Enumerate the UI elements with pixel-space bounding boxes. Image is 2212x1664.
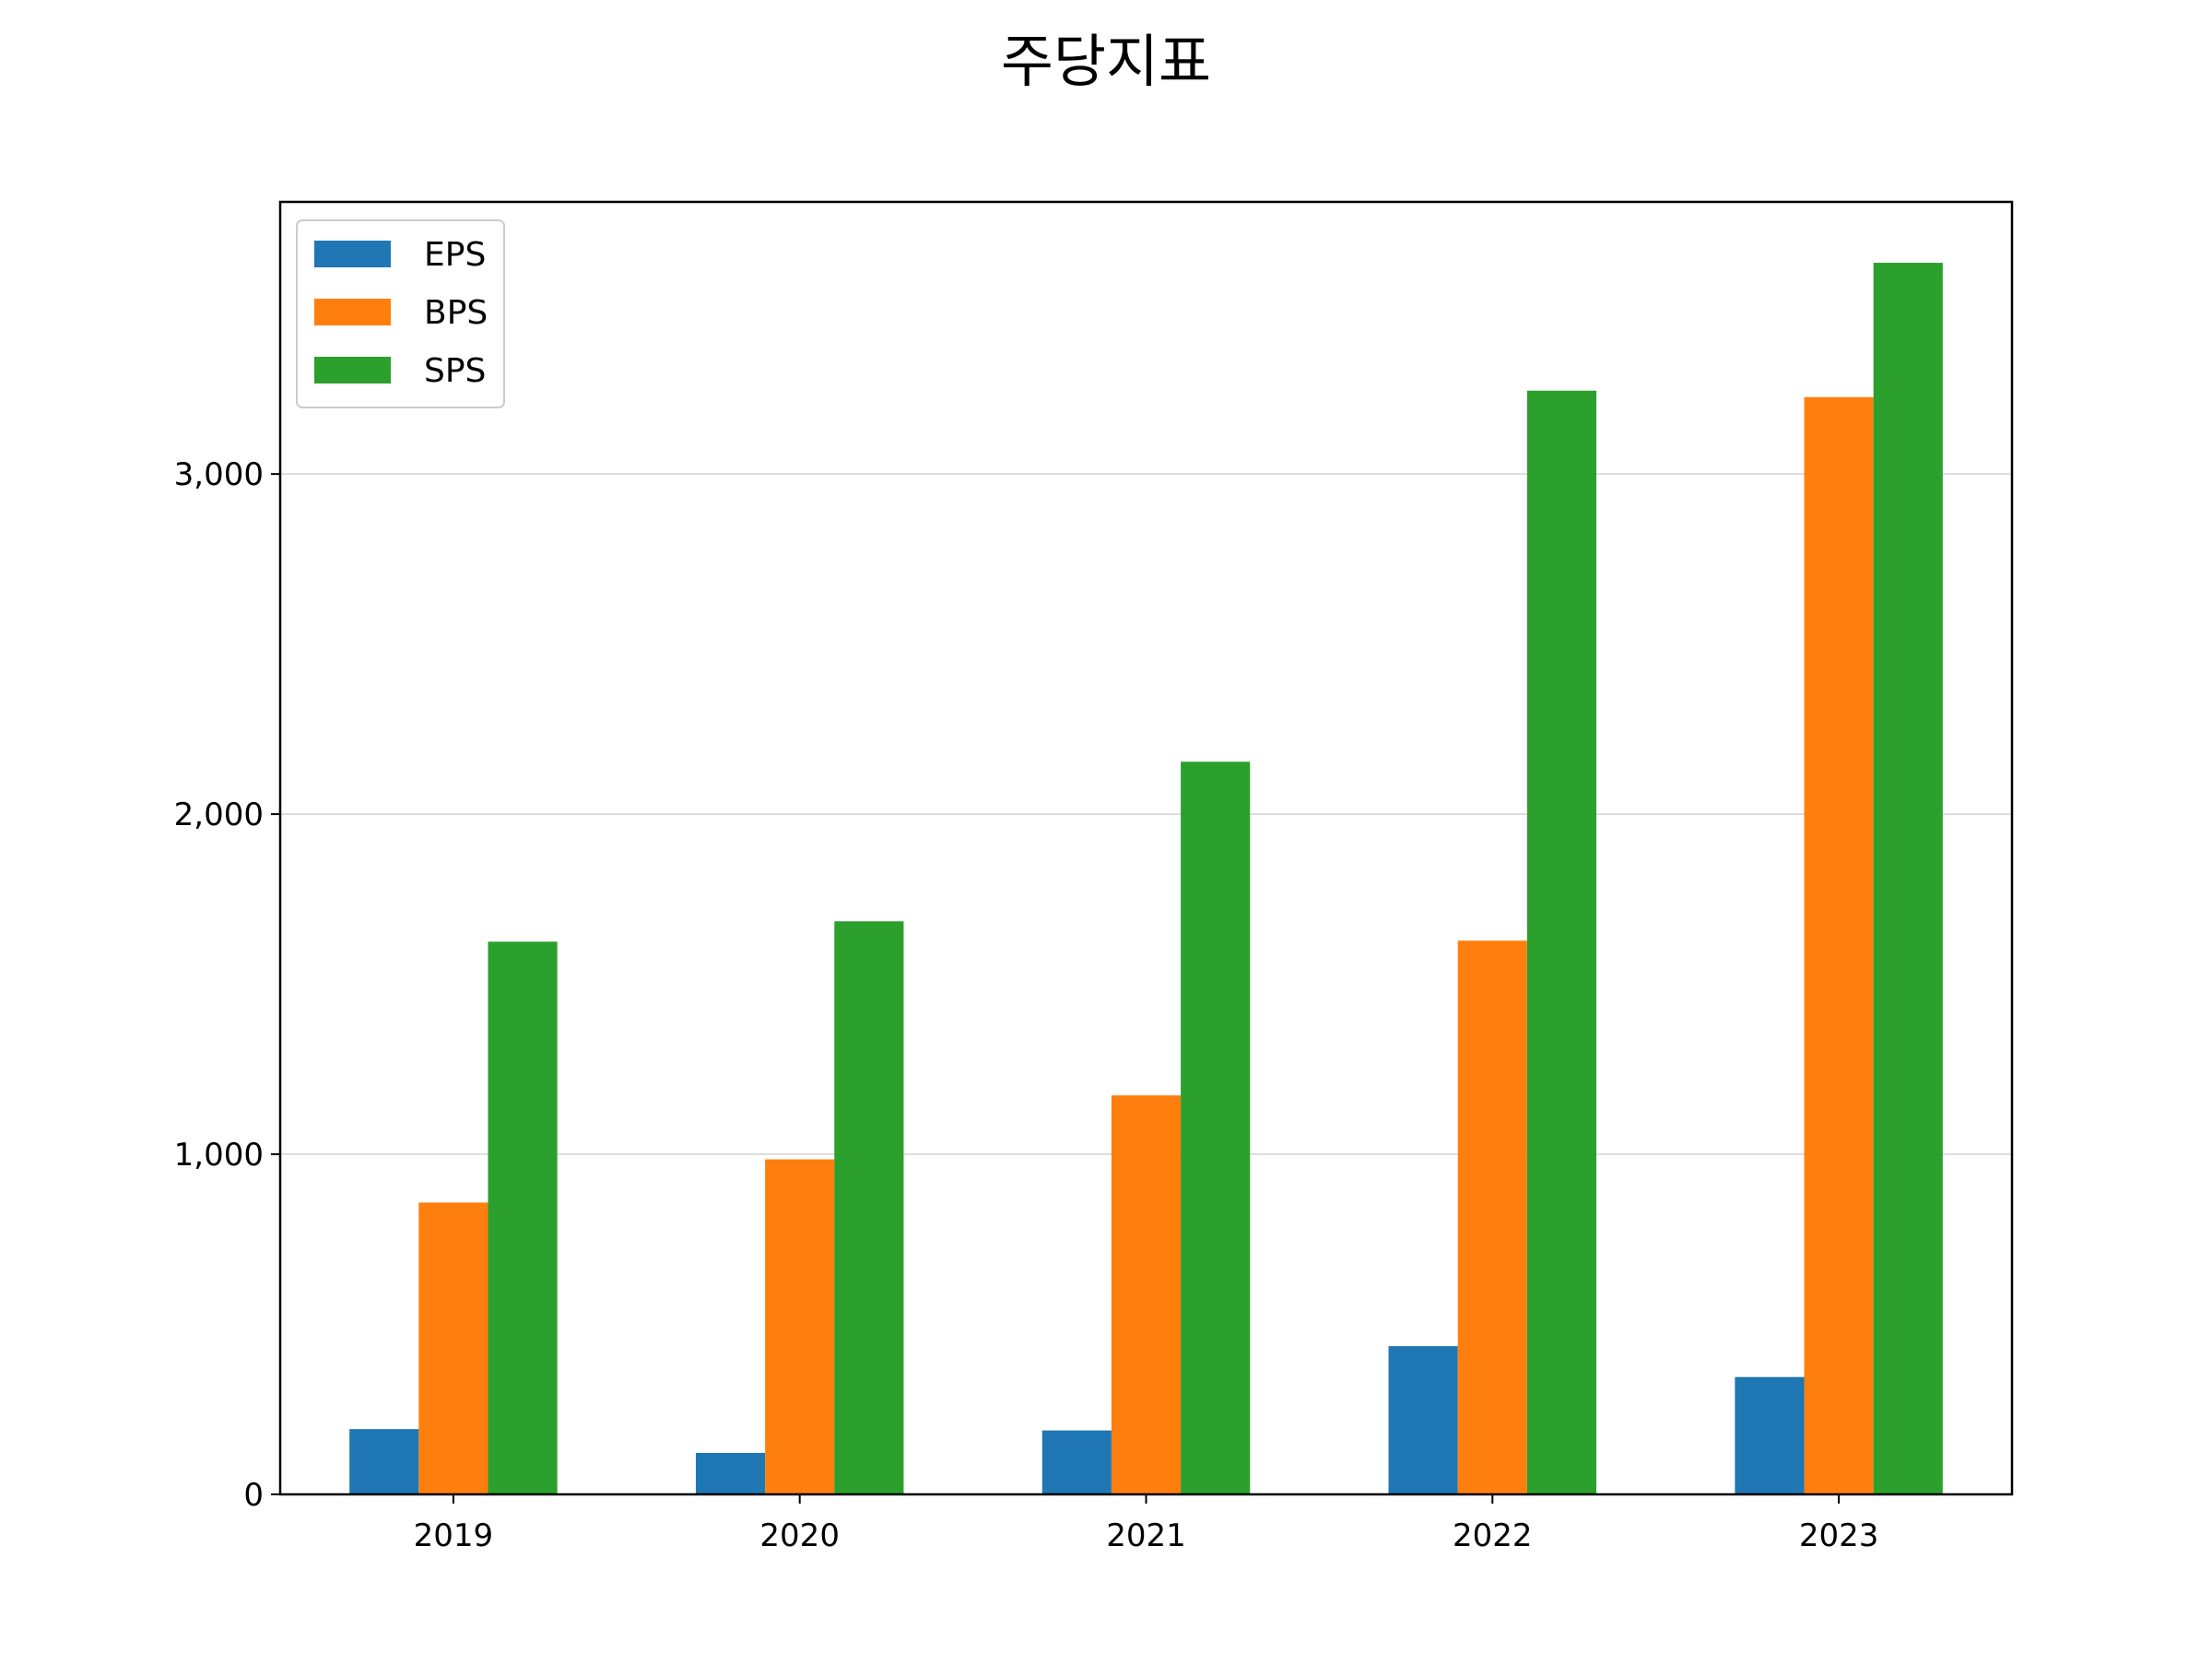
y-tick-label: 0 [243, 1477, 264, 1514]
legend-swatch-eps [314, 241, 391, 267]
x-tick-label: 2020 [759, 1517, 840, 1554]
legend-swatch-sps [314, 357, 391, 384]
y-tick-label: 2,000 [174, 797, 264, 833]
chart-title: 주당지표 [1001, 28, 1211, 95]
bar-sps-2023 [1873, 263, 1943, 1495]
bar-eps-2022 [1388, 1346, 1458, 1494]
y-tick-label: 3,000 [174, 456, 264, 493]
legend-label-bps: BPS [424, 294, 488, 332]
x-tick-label: 2021 [1106, 1517, 1186, 1554]
x-tick-label: 2023 [1799, 1517, 1879, 1554]
axes: 0 1,000 2,000 3,000 2019 2020 2021 2022 2023 [174, 456, 1879, 1554]
bar-eps-2021 [1041, 1430, 1112, 1494]
legend-swatch-bps [314, 299, 391, 325]
bar-eps-2023 [1735, 1376, 1805, 1494]
x-tick-label: 2019 [414, 1517, 494, 1554]
bar-eps-2019 [349, 1429, 419, 1494]
x-tick-label: 2022 [1453, 1517, 1533, 1554]
bar-sps-2021 [1181, 761, 1251, 1494]
legend-label-sps: SPS [424, 352, 486, 390]
bar-sps-2020 [834, 921, 904, 1494]
bars [349, 263, 1943, 1495]
y-tick-label: 1,000 [174, 1137, 264, 1174]
bar-bps-2020 [765, 1159, 835, 1494]
bar-sps-2019 [488, 941, 558, 1494]
legend: EPS BPS SPS [296, 219, 505, 408]
bar-bps-2019 [418, 1202, 488, 1494]
bar-bps-2022 [1457, 940, 1527, 1494]
bar-sps-2022 [1526, 390, 1597, 1495]
bar-bps-2023 [1804, 396, 1874, 1495]
bar-bps-2021 [1111, 1095, 1182, 1494]
bar-eps-2020 [695, 1452, 766, 1494]
legend-label-eps: EPS [424, 236, 486, 274]
